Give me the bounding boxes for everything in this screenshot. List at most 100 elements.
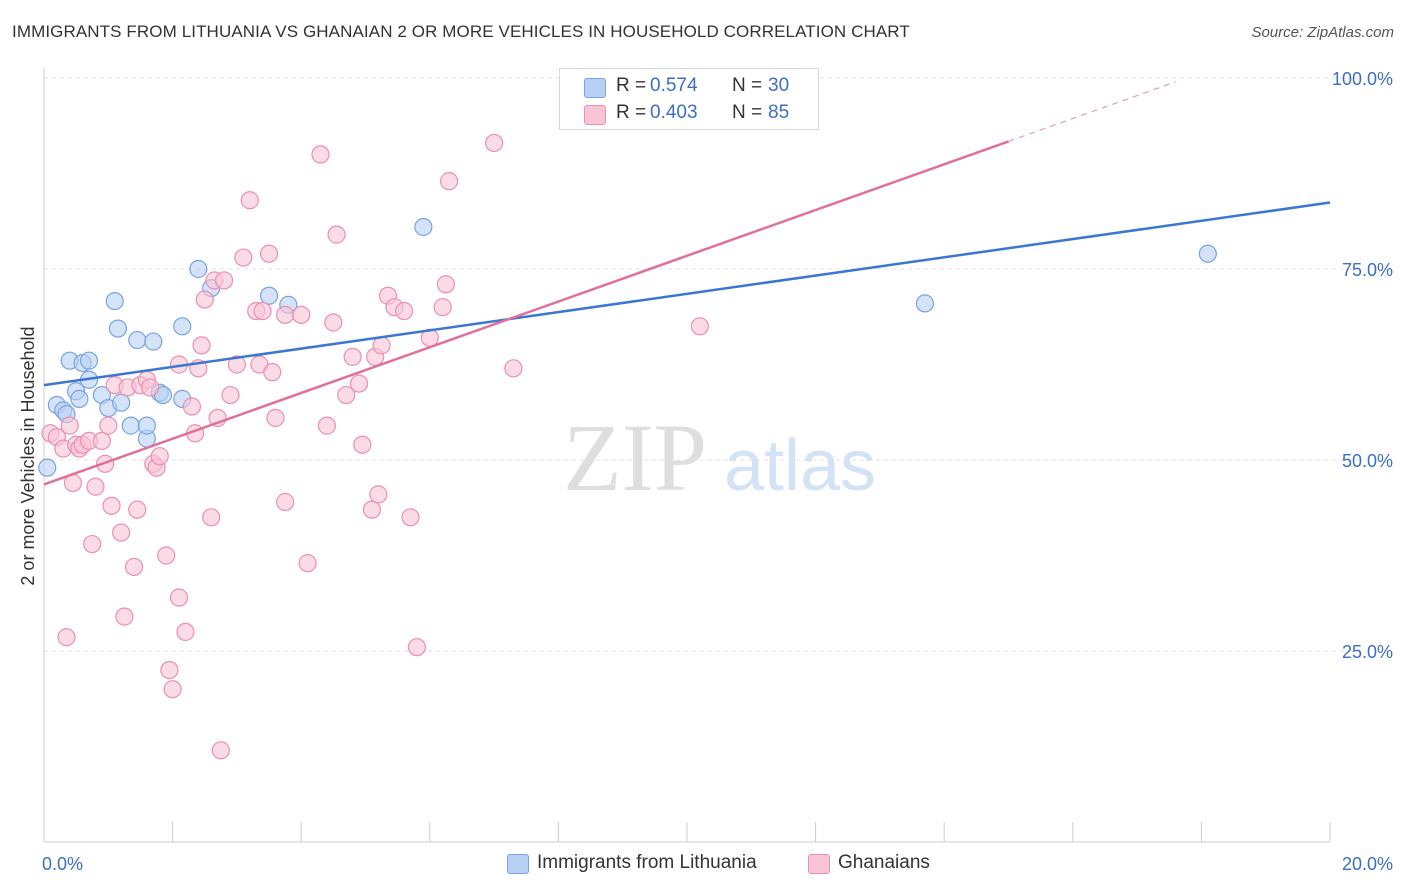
data-point (86, 477, 105, 496)
watermark-zip: ZIP (563, 404, 707, 511)
legend-swatch-lithuania (584, 78, 606, 98)
legend-swatch-ghanaians (584, 105, 606, 125)
series-lithuania-points (38, 217, 1217, 477)
tick-labels: 25.0% 50.0% 75.0% 100.0% 0.0% 20.0% (42, 69, 1393, 874)
data-point (137, 416, 156, 435)
data-point (485, 133, 504, 153)
data-point (690, 317, 709, 336)
data-point (263, 363, 282, 382)
data-point (298, 554, 317, 573)
data-point (349, 374, 369, 393)
data-point (221, 385, 240, 405)
data-point (240, 191, 259, 210)
data-point (259, 286, 279, 305)
data-point (439, 172, 459, 191)
data-point (128, 500, 147, 519)
data-point (276, 305, 295, 324)
y-tick-label: 50.0% (1342, 451, 1393, 471)
data-point (401, 508, 420, 527)
data-point (182, 397, 201, 416)
data-point (324, 313, 343, 332)
data-point (1198, 244, 1217, 263)
data-point (189, 259, 208, 279)
data-point (407, 638, 427, 657)
data-point (227, 355, 246, 374)
data-point (128, 330, 147, 350)
stats-legend: R = 0.574 N = 30 R = 0.403 N = 85 (559, 68, 819, 130)
data-point (79, 351, 99, 370)
trend-lines (43, 81, 1331, 486)
data-point (38, 458, 57, 477)
data-point (92, 431, 111, 450)
data-point (214, 271, 234, 290)
data-point (253, 301, 272, 321)
y-axis-label: 2 or more Vehicles in Household (18, 326, 38, 585)
data-point (394, 301, 414, 321)
data-point (202, 508, 221, 527)
data-point (436, 275, 455, 294)
data-point (57, 628, 76, 647)
data-point (369, 485, 388, 504)
legend-n-label: N = (732, 102, 763, 123)
data-point (157, 546, 176, 565)
bottom-legend-label: Ghanaians (838, 852, 930, 873)
data-point (192, 336, 211, 355)
data-point (108, 319, 128, 338)
chart-title: IMMIGRANTS FROM LITHUANIA VS GHANAIAN 2 … (12, 22, 910, 41)
bottom-legend-label: Immigrants from Lithuania (537, 852, 757, 873)
data-point (176, 622, 195, 642)
axes (43, 68, 1331, 843)
data-point (115, 607, 134, 626)
data-point (362, 500, 382, 519)
watermark-atlas: atlas (724, 426, 876, 506)
legend-r-label: R = (616, 75, 647, 96)
data-point (150, 447, 169, 466)
legend-r-value: 0.574 (650, 75, 698, 96)
data-point (70, 389, 89, 408)
trend-line-extension (1008, 81, 1176, 142)
bottom-legend-swatch-lithuania (507, 854, 529, 874)
y-tick-label: 75.0% (1342, 260, 1393, 280)
data-point (433, 298, 452, 317)
data-point (163, 680, 182, 699)
data-point (317, 416, 337, 435)
trend-line (43, 140, 1009, 486)
data-point (337, 385, 356, 405)
data-point (160, 660, 179, 680)
data-point (195, 290, 214, 309)
data-point (83, 534, 102, 554)
bottom-legend-swatch-ghanaians (808, 854, 830, 874)
trend-line (43, 201, 1331, 387)
data-point (144, 332, 163, 351)
legend-n-label: N = (732, 75, 763, 96)
data-point (105, 291, 124, 311)
legend-n-value: 30 (768, 75, 790, 96)
data-point (173, 317, 192, 336)
data-point (140, 378, 160, 397)
data-point (343, 347, 362, 366)
y-tick-label: 100.0% (1332, 69, 1393, 89)
data-point (414, 217, 433, 237)
data-point (353, 435, 372, 454)
x-tick-label: 20.0% (1342, 854, 1393, 874)
data-point (915, 294, 935, 313)
data-point (276, 492, 295, 512)
data-point (211, 741, 230, 760)
data-point (121, 416, 140, 435)
data-point (292, 305, 311, 324)
source-label: Source: ZipAtlas.com (1251, 24, 1394, 41)
legend-r-value: 0.403 (650, 102, 698, 123)
data-point (124, 557, 144, 577)
data-point (311, 145, 330, 164)
y-tick-label: 25.0% (1342, 642, 1393, 662)
data-point (504, 359, 523, 378)
data-point (60, 416, 79, 435)
data-point (102, 496, 121, 515)
legend-r-label: R = (616, 102, 647, 123)
data-point (99, 416, 118, 435)
data-point (169, 588, 189, 607)
data-point (259, 244, 279, 263)
data-point (234, 248, 253, 267)
data-point (112, 523, 131, 542)
